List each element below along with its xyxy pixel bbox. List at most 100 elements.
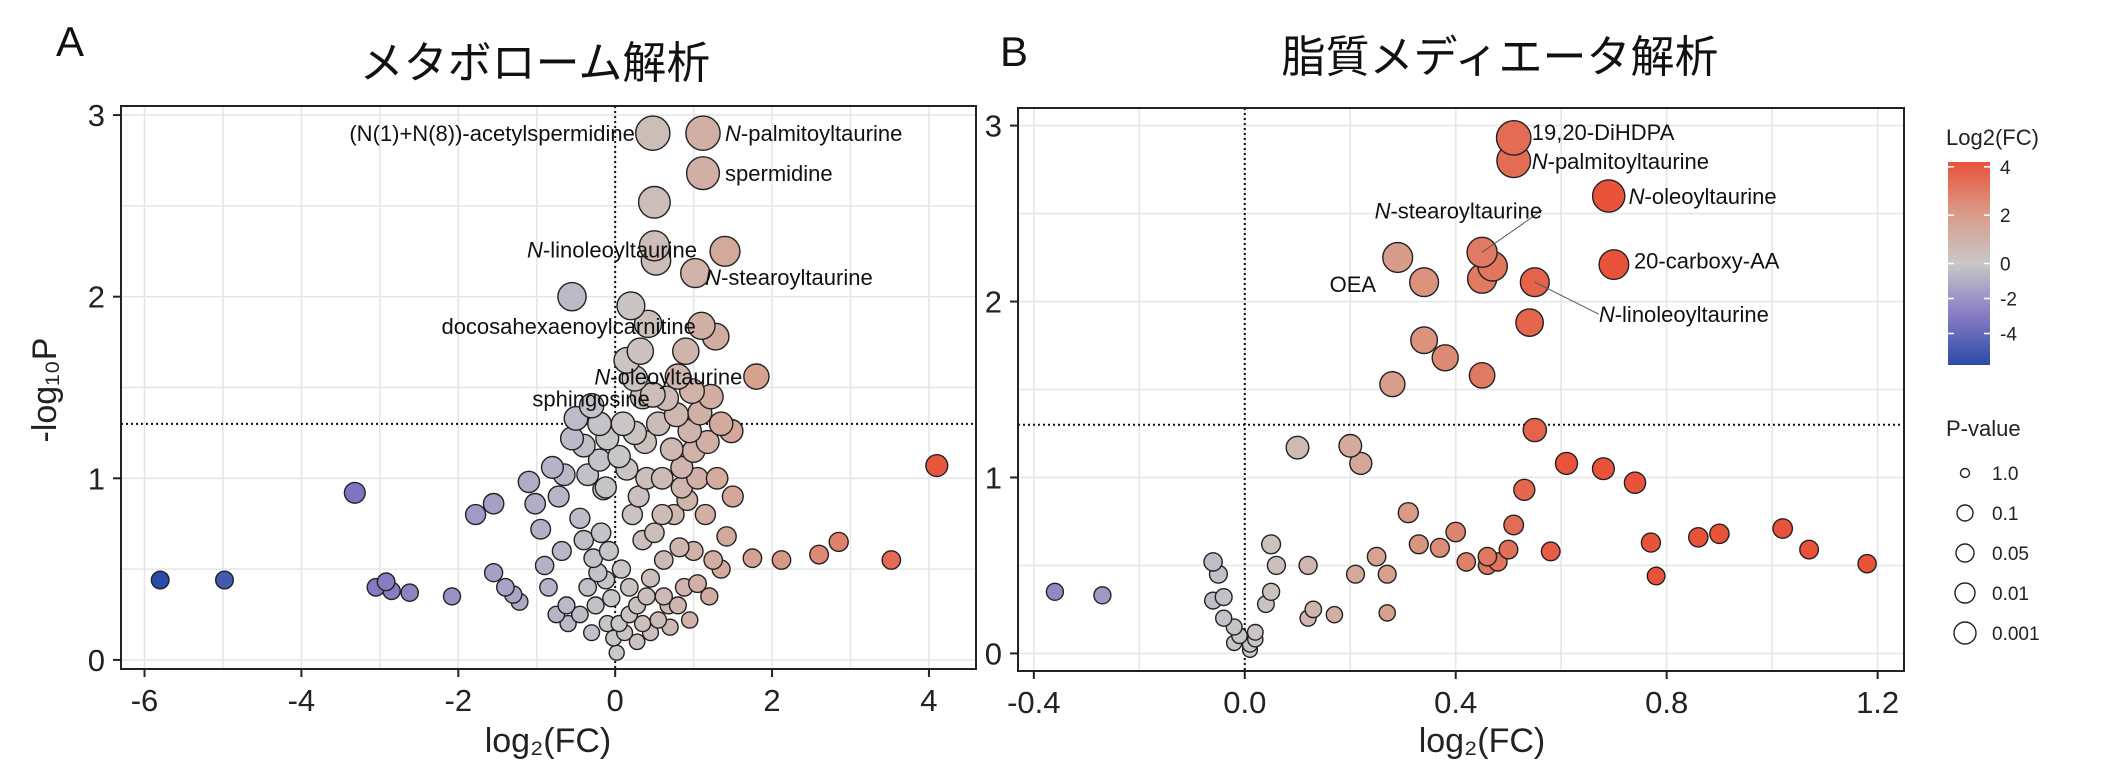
panel-a-data-point xyxy=(650,466,674,490)
panel-b-data-point xyxy=(1366,546,1387,567)
panel-b-x-tick-label: 0.4 xyxy=(1434,685,1477,720)
panel-b-data-point xyxy=(1554,451,1579,476)
panel-b: B 脂質メディエータ解析 19,20-DiHDPA N-palmitoyltaur… xyxy=(985,28,1905,760)
panel-b-data-point xyxy=(1408,267,1440,298)
panel-a-annotation-label: spermidine xyxy=(725,161,833,186)
panel-b-data-point xyxy=(1214,587,1233,607)
panel-a-data-point xyxy=(694,503,717,526)
panel-a-data-point xyxy=(628,633,646,651)
panel-b-data-point xyxy=(1382,241,1414,274)
panel-b-data-point xyxy=(1477,546,1498,567)
panel-a-data-point xyxy=(607,444,631,469)
panel-a-data-point xyxy=(442,587,462,606)
panel-b-annotation-label: N-stearoyltaurine xyxy=(1375,198,1543,223)
panel-b-data-point xyxy=(1304,600,1323,619)
panel-a-data-point xyxy=(644,522,665,544)
panel-b-title: 脂質メディエータ解析 xyxy=(1282,32,1719,83)
panel-a-data-point xyxy=(616,291,646,321)
panel-b-data-point xyxy=(1349,451,1373,476)
panel-b-x-tick-label: -0.4 xyxy=(1007,685,1060,720)
panel-a-data-point xyxy=(524,492,547,515)
panel-a-x-tick-label: -2 xyxy=(445,683,473,718)
panel-b-data-point xyxy=(1495,119,1532,156)
panel-a-data-point xyxy=(559,614,577,633)
panel-a-data-point xyxy=(578,577,598,597)
panel-b-data-point xyxy=(1379,371,1406,398)
panel-a-data-point xyxy=(400,583,420,603)
panel-b-data-point xyxy=(1410,326,1439,355)
panel-b-annotation-label: 19,20-DiHDPA xyxy=(1532,120,1675,145)
panel-b-data-point xyxy=(1338,433,1363,458)
panel-b-data-point xyxy=(1540,541,1561,562)
panel-b-data-point xyxy=(1261,582,1281,601)
size-legend-label: 0.01 xyxy=(1992,584,2029,605)
panel-b-data-point xyxy=(1591,457,1615,481)
panel-b-data-point xyxy=(1513,478,1536,501)
panel-b-data-point xyxy=(1325,605,1344,624)
panel-a-data-point xyxy=(633,309,663,339)
panel-a-data-point xyxy=(828,531,849,553)
panel-a-data-point xyxy=(594,476,617,499)
panel-a-x-tick-label: 2 xyxy=(763,683,780,718)
panel-a-data-point xyxy=(669,537,690,558)
panel-a-data-point xyxy=(703,550,724,570)
panel-b-data-point xyxy=(1709,523,1730,545)
panel-b-data-point xyxy=(1772,518,1794,539)
panel-b-threshold-lines xyxy=(1018,108,1904,671)
panel-a-data-point xyxy=(376,572,396,592)
panel-a-data-point xyxy=(743,363,770,390)
size-legend-title: P-value xyxy=(1946,416,2021,441)
panel-b-data-point xyxy=(1445,521,1467,543)
panel-a-data-point xyxy=(619,577,639,597)
panel-b-data-point xyxy=(1093,586,1112,605)
panel-b-data-point xyxy=(1266,555,1287,576)
panel-a-y-axis-label: -log₁₀P xyxy=(26,338,64,443)
panel-a-data-point xyxy=(654,587,673,606)
panel-b-annotation-label: OEA xyxy=(1330,272,1377,297)
size-legend-label: 0.001 xyxy=(1992,624,2040,645)
panel-a-data-point xyxy=(685,115,721,151)
panel-b-data-point xyxy=(1408,534,1429,555)
size-legend-circle xyxy=(1956,504,1974,522)
panel-a-x-tick-label: 4 xyxy=(920,683,937,718)
size-legend-circle xyxy=(1955,543,1975,563)
panel-a-data-point xyxy=(668,596,687,615)
panel-a-data-point xyxy=(771,550,792,570)
panel-a-data-point xyxy=(214,570,234,590)
panel-b-annotation-label: N-linoleoyltaurine xyxy=(1599,302,1769,327)
panel-a-threshold-lines xyxy=(121,106,976,669)
panel-b-frame xyxy=(1017,107,1905,672)
panel-a-data-point xyxy=(582,624,601,642)
color-legend-tick-label: 2 xyxy=(2000,206,2011,227)
size-legend: 1.0 0.1 0.05 0.01 0.001 xyxy=(1953,464,2040,645)
panel-a-data-point xyxy=(680,257,711,289)
panel-a-points xyxy=(150,115,949,661)
panel-a-annotation-label: docosahexaenoylcarnitine xyxy=(441,314,695,339)
panel-a-data-point xyxy=(695,429,720,455)
color-legend-tick-label: 4 xyxy=(2000,158,2011,179)
panel-b-data-point xyxy=(1203,552,1223,572)
panel-a-letter: A xyxy=(56,18,84,65)
panel-a-data-point xyxy=(653,550,674,570)
size-legend-circle xyxy=(1954,582,1976,604)
panel-a-y-tick-label: 3 xyxy=(88,98,105,133)
panel-a-data-point xyxy=(551,540,572,562)
panel-a-data-point xyxy=(495,577,515,597)
panel-a-y-tick-label: 1 xyxy=(88,461,105,496)
panel-a-data-point xyxy=(670,455,694,479)
size-legend-label: 1.0 xyxy=(1992,464,2018,485)
panel-a-data-point xyxy=(721,485,744,508)
panel-a-data-point xyxy=(569,507,591,529)
panel-a-data-point xyxy=(672,337,700,366)
panel-a-data-point xyxy=(150,570,170,590)
panel-b-y-tick-label: 3 xyxy=(985,109,1002,144)
panel-a-data-point xyxy=(638,230,671,262)
color-legend-tick-label: -4 xyxy=(2000,325,2017,346)
panel-a-annotation-label: sphingosine xyxy=(532,386,649,411)
panel-b-data-point xyxy=(1503,514,1525,536)
panel-a-data-point xyxy=(687,311,716,340)
panel-b-data-point xyxy=(1519,267,1550,298)
size-legend-label: 0.1 xyxy=(1992,504,2018,525)
panel-a-data-point xyxy=(557,596,576,615)
